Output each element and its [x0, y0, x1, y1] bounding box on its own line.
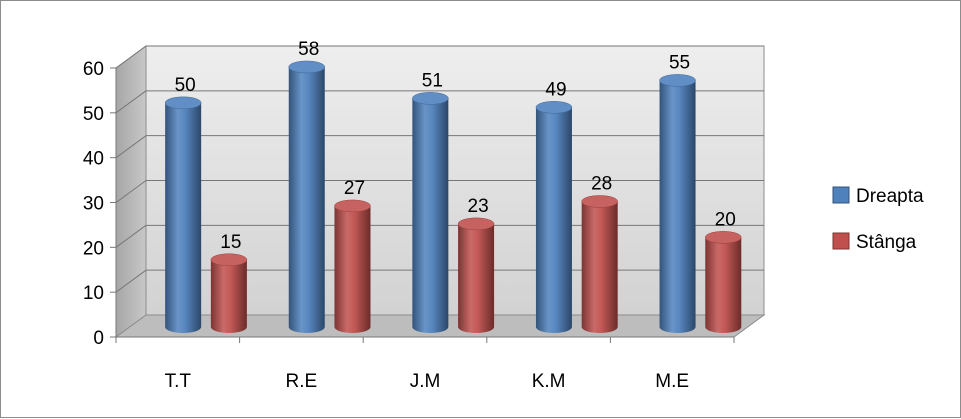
x-tick-label: R.E [286, 371, 318, 392]
data-label: 55 [669, 52, 690, 73]
data-label: 58 [298, 39, 319, 60]
legend: Dreapta Stânga [832, 186, 924, 253]
x-tick-label: J.M [410, 371, 441, 392]
x-tick-label: K.M [532, 371, 566, 392]
y-tick-label: 20 [83, 238, 104, 259]
legend-label: Dreapta [856, 186, 924, 207]
data-label: 50 [175, 75, 196, 96]
y-tick-label: 60 [83, 59, 104, 80]
x-tick-label: T.T [165, 371, 192, 392]
bar-body [705, 237, 742, 333]
bar-dreapta [288, 60, 325, 333]
bar-top [412, 92, 449, 105]
bar-stânga [581, 195, 618, 333]
y-tick-label: 40 [83, 149, 104, 170]
bar-top [334, 199, 371, 213]
legend-swatch [832, 232, 850, 250]
bar-top [535, 101, 573, 114]
data-label: 28 [591, 173, 612, 194]
y-tick-label: 10 [83, 283, 104, 304]
gridline-side [115, 269, 147, 293]
bar-top [164, 96, 202, 110]
bar-dreapta [164, 96, 202, 333]
plot-area: 0 10 20 30 40 50 60 T.T R.E J.M K.M M.E 50 15 58 27 51 23… [83, 39, 766, 392]
bar-top [457, 217, 495, 231]
bar-body [412, 98, 449, 333]
bar-top [705, 231, 742, 244]
gridline-side [115, 135, 147, 159]
bar-stânga [457, 217, 495, 333]
bar-dreapta [535, 101, 573, 333]
y-tick-label: 50 [83, 104, 104, 125]
y-tick-label: 30 [83, 194, 104, 215]
gridline-side [115, 180, 147, 203]
data-label: 49 [545, 79, 566, 100]
bar-body [659, 80, 696, 334]
bar-body [535, 107, 572, 333]
bar-stânga [705, 231, 742, 333]
legend-label: Stânga [856, 232, 917, 253]
gridline-side [115, 90, 147, 114]
bar-body [458, 223, 495, 333]
bar-top [659, 74, 696, 87]
bar-stânga [210, 253, 248, 333]
bar-dreapta [412, 92, 449, 333]
gridline-side [115, 224, 147, 248]
x-tick-label: M.E [655, 371, 689, 392]
bar-top [581, 195, 618, 208]
bar-body [165, 102, 202, 333]
bar-stânga [334, 199, 371, 333]
data-label: 20 [715, 209, 736, 230]
data-label: 23 [468, 196, 489, 217]
bar-top [288, 60, 325, 74]
legend-swatch [832, 186, 850, 204]
y-tick-label: 0 [93, 328, 104, 349]
bar-body [581, 201, 618, 333]
bar-body [334, 205, 371, 333]
bar-body [288, 66, 325, 333]
bar-body [210, 259, 247, 333]
data-label: 15 [220, 232, 241, 253]
bar-dreapta [659, 74, 696, 334]
bar-top [210, 253, 248, 266]
gridline-side [115, 45, 147, 69]
data-label: 51 [422, 70, 443, 91]
data-label: 27 [344, 178, 365, 199]
